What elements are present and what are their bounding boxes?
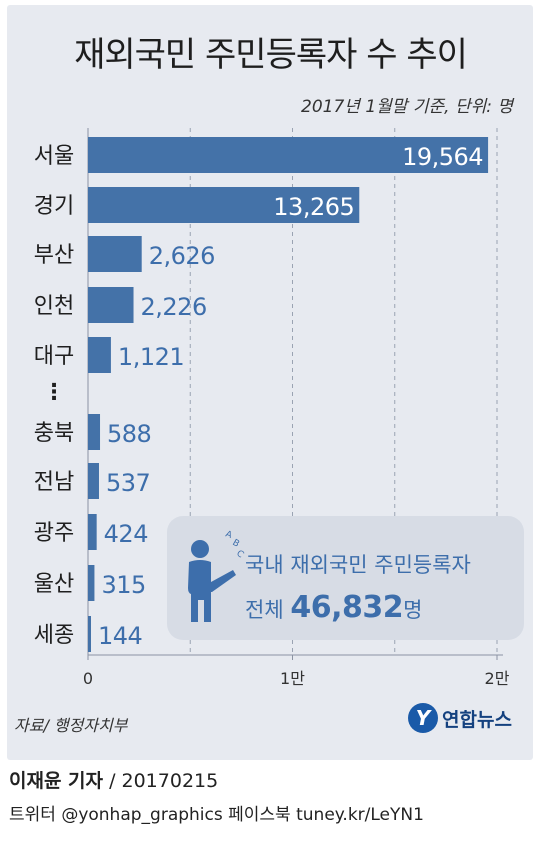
bar xyxy=(88,514,97,550)
byline: 이재윤 기자 / 20170215 xyxy=(9,766,218,793)
category-label: 울산 xyxy=(34,572,74,597)
value-label: 2,626 xyxy=(149,242,215,270)
person-presenting-icon: A B C xyxy=(188,529,245,622)
icon-letter-b: B xyxy=(231,538,241,550)
value-label: 588 xyxy=(107,420,151,448)
value-label: 424 xyxy=(104,520,148,548)
category-label: 세종 xyxy=(34,623,74,648)
value-label: 537 xyxy=(106,469,150,497)
value-label: 144 xyxy=(98,622,142,650)
x-tick-label: 0 xyxy=(83,669,93,688)
value-label: 315 xyxy=(101,571,145,599)
category-label: 전남 xyxy=(34,470,74,495)
category-label: 대구 xyxy=(34,344,74,369)
yonhap-logo: Y 연합뉴스 xyxy=(408,703,512,733)
value-label: 1,121 xyxy=(118,343,184,371)
icon-letter-c: C xyxy=(234,549,245,561)
category-label: 인천 xyxy=(34,294,74,319)
category-label: 부산 xyxy=(34,243,74,268)
bar xyxy=(88,337,111,373)
source-note: 자료/ 행정자치부 xyxy=(14,716,128,735)
category-label: 충북 xyxy=(34,421,74,446)
total-callout: A B C 국내 재외국민 주민등록자 전체 46,832명 xyxy=(167,516,524,640)
bar xyxy=(88,187,360,223)
bar-chart-svg: 0 1만 2만 서울 19,564 경기 13,265 부산 2,626 인천 2,226 대구 1,1… xyxy=(34,128,510,688)
callout-line2: 전체 46,832명 xyxy=(245,590,422,625)
bar xyxy=(88,616,91,652)
callout-line1: 국내 재외국민 주민등록자 xyxy=(245,553,471,577)
category-label: 경기 xyxy=(34,194,74,219)
social-links: 트위터 @yonhap_graphics 페이스북 tuney.kr/LeYN1 xyxy=(9,805,424,825)
bar xyxy=(88,565,95,601)
callout-total: 46,832 xyxy=(290,590,404,625)
category-gap-marker: ⋮ xyxy=(43,380,65,405)
x-tick-label: 1만 xyxy=(280,669,305,688)
x-tick-label: 2만 xyxy=(485,669,510,688)
bar xyxy=(88,137,489,173)
chart-title: 재외국민 주민등록자 수 추이 xyxy=(74,35,468,75)
bar xyxy=(88,236,142,272)
callout-prefix: 전체 xyxy=(245,598,284,622)
category-label: 서울 xyxy=(34,144,74,169)
bar xyxy=(88,287,134,323)
icon-letter-a: A xyxy=(224,529,234,541)
category-label: 광주 xyxy=(34,521,74,546)
bar xyxy=(88,463,99,499)
callout-unit: 명 xyxy=(403,598,423,622)
value-label: 2,226 xyxy=(141,293,207,321)
bar xyxy=(88,414,101,450)
bar-chart: 0 1만 2만 서울 19,564 경기 13,265 부산 2,626 인천 2,226 대구 1,1… xyxy=(34,128,510,688)
yonhap-logo-text: 연합뉴스 xyxy=(442,708,512,731)
yonhap-logo-icon: Y xyxy=(408,703,438,733)
value-label: 19,564 xyxy=(402,143,483,171)
byline-name: 이재윤 기자 xyxy=(9,770,104,792)
byline-date: / 20170215 xyxy=(109,770,219,792)
value-label: 13,265 xyxy=(273,193,354,221)
chart-subtitle: 2017년 1월말 기준, 단위: 명 xyxy=(301,97,513,117)
